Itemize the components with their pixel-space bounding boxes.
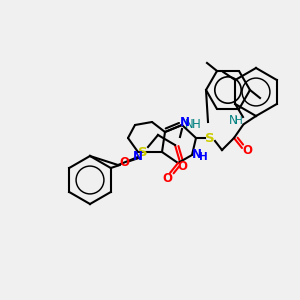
Text: N: N (192, 148, 202, 161)
Text: O: O (177, 160, 187, 172)
Text: N: N (180, 116, 190, 128)
Text: O: O (120, 157, 130, 169)
Text: N: N (184, 118, 194, 131)
Text: N: N (133, 149, 143, 163)
Text: S: S (138, 146, 148, 158)
Text: S: S (205, 131, 215, 145)
Text: O: O (242, 145, 252, 158)
Text: H: H (199, 152, 207, 162)
Text: O: O (162, 172, 172, 184)
Text: N: N (229, 115, 237, 128)
Text: H: H (192, 118, 200, 131)
Text: H: H (235, 116, 243, 126)
